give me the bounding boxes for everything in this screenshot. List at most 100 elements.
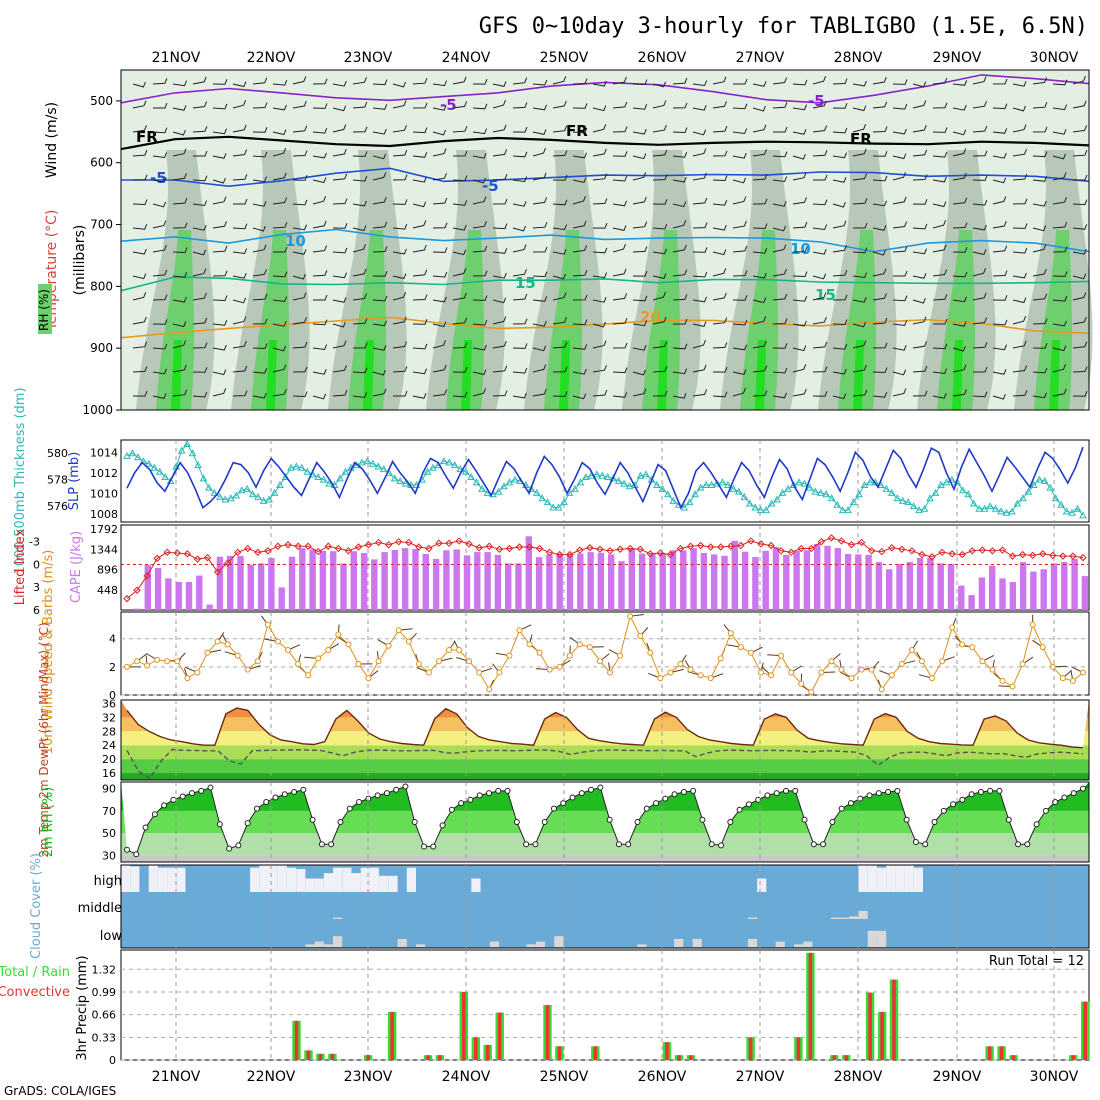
rh-plume-green: [838, 230, 877, 410]
wind-barb: [732, 245, 748, 253]
wind-barb: [692, 296, 707, 303]
wind-barb: [1052, 295, 1068, 302]
wind-barb: [692, 321, 707, 327]
wind-barb: [832, 344, 848, 350]
wind-marker: [375, 658, 382, 665]
rh-plume-bright: [952, 340, 963, 410]
rh-plume-green: [156, 230, 195, 410]
wind-barb: [672, 152, 688, 158]
wind-barb: [1012, 390, 1028, 397]
credit-label: GrADS: COLA/IGES: [4, 1084, 116, 1098]
wind-barb: [192, 249, 207, 256]
thickness-marker: [756, 506, 765, 514]
wind-barb: [732, 344, 747, 351]
rh-marker: [578, 790, 585, 797]
cloud-high-bar: [277, 865, 287, 892]
wind-marker: [435, 658, 442, 665]
lifted-marker: [958, 550, 966, 559]
wind-marker: [788, 669, 795, 676]
wind-barb: [452, 101, 468, 109]
wind-barb: [872, 225, 887, 231]
wind-barb: [632, 388, 647, 397]
wind-speed-line: [126, 614, 1084, 693]
wind-barb: [192, 126, 208, 133]
cloud-low-bar: [803, 941, 813, 947]
cloud-middle-bar: [849, 916, 859, 919]
wind-barb: [792, 364, 807, 373]
wind-barb: [672, 393, 687, 399]
wind-barb: [392, 223, 408, 230]
wind-barb: [792, 388, 807, 397]
wind-barb: [292, 76, 307, 85]
wind-barb: [652, 124, 667, 133]
wind-barb: [1032, 244, 1047, 253]
wind-barb: [332, 365, 347, 373]
wind-barb: [552, 292, 567, 301]
rh-marker: [142, 824, 149, 831]
wind-barb: [732, 295, 748, 301]
wind-marker: [888, 672, 895, 679]
wind-barb: [792, 271, 808, 278]
wind-barb: [752, 124, 767, 133]
thickness-marker: [882, 484, 891, 492]
rh-shading: [136, 150, 1093, 410]
precip-convective-bar: [987, 1046, 992, 1061]
wind-barb: [252, 102, 268, 109]
cape-bar: [299, 548, 306, 610]
cloud-low-bar: [554, 936, 564, 947]
wind-barb: [1072, 224, 1088, 230]
rh-marker: [1024, 841, 1031, 848]
precip-convective-bar: [868, 992, 872, 1060]
lifted-marker: [757, 540, 765, 548]
wind-barb: [812, 100, 827, 109]
lifted-marker: [435, 539, 443, 547]
wind-marker: [174, 658, 181, 665]
wind-barb: [592, 272, 608, 279]
rh-marker: [253, 805, 260, 812]
lifted-marker: [254, 548, 262, 557]
isotherm-10: [120, 228, 1090, 253]
wind-barb: [232, 365, 248, 373]
thickness-marker: [980, 504, 989, 512]
thickness-marker: [221, 495, 230, 503]
wind-barb: [152, 269, 168, 277]
wind-barb: [852, 340, 867, 349]
wind-barb: [892, 320, 908, 327]
wind-barb: [1052, 364, 1067, 373]
thickness-marker: [549, 503, 557, 511]
lifted-marker: [153, 554, 161, 563]
wind-barb: [572, 220, 587, 229]
date-label-bottom: 28NOV: [834, 1069, 883, 1085]
cloud-middle-bar: [747, 917, 758, 919]
wind-barb: [472, 221, 487, 229]
wind-barb: [712, 76, 727, 85]
rh-marker: [411, 819, 418, 825]
thickness-marker: [226, 494, 235, 502]
date-label-top: 30NOV: [1030, 50, 1079, 66]
wind-barb: [372, 320, 387, 327]
precip-convective-bar: [485, 1044, 490, 1060]
wind-barb: [152, 393, 167, 399]
wind-barb: [612, 243, 626, 253]
wind-marker: [566, 652, 573, 659]
rh-marker: [940, 807, 947, 814]
wind-barb: [1052, 172, 1067, 181]
wind-barb: [932, 393, 947, 399]
thickness-marker: [401, 479, 410, 487]
wind-barb: [832, 177, 847, 183]
lifted-marker: [1059, 552, 1067, 560]
wind-barb: [832, 393, 847, 400]
wind-barb: [752, 272, 767, 279]
wind-barb: [652, 390, 668, 397]
wind-marker: [1039, 644, 1046, 651]
wind-barb: [972, 292, 987, 301]
cape-bar: [855, 554, 862, 610]
wind-barb: [772, 268, 787, 277]
wind-barb: [1032, 126, 1048, 133]
wind-barb: [312, 78, 328, 85]
wind-barb: [212, 177, 226, 184]
rh-marker: [523, 841, 530, 848]
thickness-marker: [472, 478, 481, 486]
y-tick-label: 1000: [82, 403, 113, 417]
